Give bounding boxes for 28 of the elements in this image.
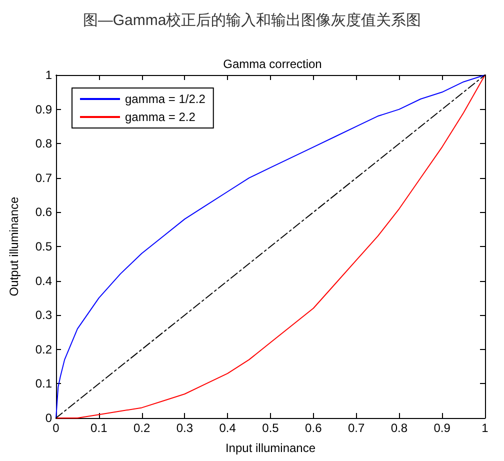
y-tick-label: 0.6	[35, 205, 52, 220]
x-tick-label: 0.6	[305, 421, 322, 435]
y-tick-label: 1	[45, 68, 52, 82]
chart-title: 图—Gamma校正后的输入和输出图像灰度值关系图	[82, 12, 422, 29]
y-tick-label: 0.5	[35, 240, 52, 254]
x-axis-title: Input illuminance	[225, 441, 316, 455]
x-tick-label: 0.1	[90, 421, 108, 435]
x-tick-label: 0.5	[262, 421, 280, 435]
x-tick-label: 0.9	[434, 421, 451, 435]
y-tick-label: 0.7	[35, 170, 52, 185]
y-tick-label: 0.8	[35, 136, 52, 151]
x-tick-label: 0.2	[133, 421, 150, 435]
y-tick-label: 0	[45, 411, 52, 425]
y-tick-label: 0.2	[35, 342, 52, 356]
line-series	[56, 74, 486, 418]
legend-label: gamma = 2.2	[125, 110, 196, 124]
y-tick-label: 0.3	[35, 308, 52, 322]
x-tick-label: 0.4	[219, 421, 236, 435]
legend-label: gamma = 1/2.2	[125, 92, 206, 106]
y-tick-label: 0.9	[35, 102, 52, 116]
x-tick-label: 0.8	[390, 421, 408, 435]
x-tick-label: 1	[482, 421, 489, 435]
chart-subtitle: Gamma correction	[223, 57, 322, 71]
y-tick-label: 0.4	[35, 274, 52, 288]
x-tick-label: 0.3	[176, 421, 194, 435]
y-axis-title: Output illuminance	[7, 196, 21, 296]
x-tick-label: 0.7	[348, 421, 365, 435]
y-tick-label: 0.1	[35, 376, 52, 391]
